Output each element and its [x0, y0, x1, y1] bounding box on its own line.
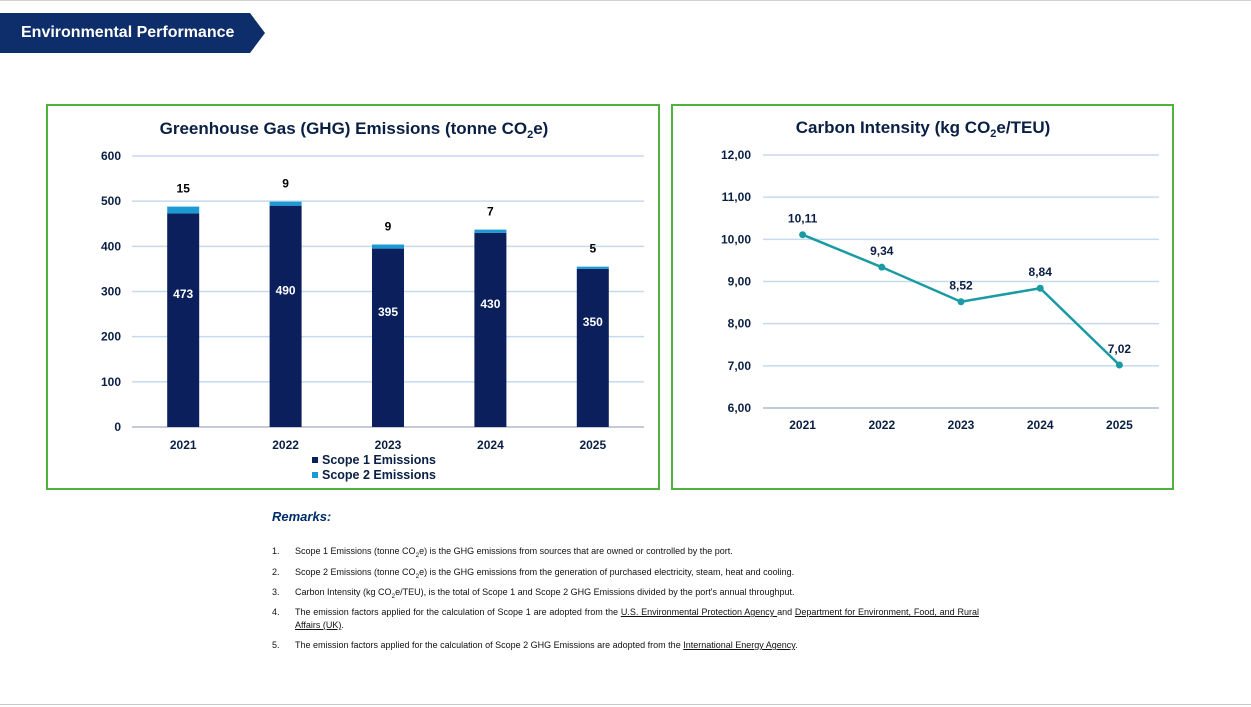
remark-number: 1. [272, 546, 280, 556]
y-tick-label: 200 [101, 330, 121, 344]
scope1-bar [167, 213, 200, 427]
x-tick-label: 2022 [272, 438, 299, 452]
y-tick-label: 8,00 [728, 317, 752, 331]
x-tick-label: 2022 [868, 418, 895, 432]
chart-title: Carbon Intensity (kg CO2e/TEU) [796, 118, 1051, 140]
scope1-bar [372, 248, 404, 427]
remarks-section: Remarks: 1. Scope 1 Emissions (tonne CO2… [272, 509, 992, 650]
intensity-point [799, 231, 807, 239]
x-tick-label: 2024 [477, 438, 504, 452]
scope1-value-label: 350 [583, 315, 603, 329]
scope2-value-label: 9 [385, 220, 392, 234]
intensity-value-label: 10,11 [788, 212, 818, 226]
remark-number: 4. [272, 607, 280, 617]
intensity-value-label: 8,52 [949, 279, 973, 293]
remarks-title: Remarks: [272, 509, 332, 524]
intensity-point [1115, 361, 1123, 369]
intensity-point [1036, 284, 1044, 292]
scope1-value-label: 490 [276, 283, 296, 297]
intensity-point [957, 298, 965, 306]
legend-label-scope2: Scope 2 Emissions [322, 468, 436, 482]
banner-arrow-shape [0, 13, 265, 53]
y-tick-label: 9,00 [728, 275, 752, 289]
bottom-divider [0, 704, 1251, 705]
section-banner: Environmental Performance [0, 13, 265, 53]
y-tick-label: 600 [101, 149, 121, 163]
remark-number: 5. [272, 640, 280, 650]
y-tick-label: 0 [114, 420, 121, 434]
y-tick-label: 400 [101, 239, 121, 253]
chart-title: Greenhouse Gas (GHG) Emissions (tonne CO… [160, 119, 549, 141]
scope2-bar [474, 229, 507, 233]
defra-link[interactable]: Department for Environment, Food, and Ru… [295, 607, 979, 630]
intensity-value-label: 8,84 [1029, 265, 1053, 279]
y-tick-label: 6,00 [728, 401, 752, 415]
remark-number: 2. [272, 567, 280, 577]
intensity-value-label: 7,02 [1108, 342, 1132, 356]
remark-text: Scope 1 Emissions (tonne CO2e) is the GH… [295, 546, 733, 559]
y-tick-label: 12,00 [721, 148, 751, 162]
remark-text: Carbon Intensity (kg CO2e/TEU), is the t… [295, 587, 795, 600]
carbon-intensity-chart: Carbon Intensity (kg CO2e/TEU) 6,00 7,00 8,… [721, 118, 1159, 432]
carbon-intensity-chart-panel: Carbon Intensity (kg CO2e/TEU) 6,00 7,00 8,… [671, 104, 1174, 490]
scope2-bar [576, 266, 609, 269]
remark-text: The emission factors applied for the cal… [295, 640, 798, 650]
scope1-value-label: 395 [378, 305, 398, 319]
legend-swatch-scope2 [312, 472, 318, 478]
scope2-value-label: 9 [282, 177, 289, 191]
intensity-value-label: 9,34 [870, 244, 894, 258]
scope2-bar [372, 244, 404, 249]
x-tick-label: 2025 [1106, 418, 1133, 432]
y-tick-label: 7,00 [728, 359, 752, 373]
scope1-bar [474, 232, 507, 427]
remark-number: 3. [272, 587, 280, 597]
x-tick-label: 2025 [579, 438, 606, 452]
legend-swatch-scope1 [312, 457, 318, 463]
y-tick-label: 100 [101, 375, 121, 389]
ghg-emissions-chart-panel: Greenhouse Gas (GHG) Emissions (tonne CO… [46, 104, 660, 490]
ghg-emissions-chart: Greenhouse Gas (GHG) Emissions (tonne CO… [101, 119, 644, 482]
section-title: Environmental Performance [21, 24, 235, 41]
scope2-bar [269, 201, 302, 206]
y-tick-label: 11,00 [722, 190, 752, 204]
y-tick-label: 500 [101, 194, 121, 208]
x-tick-label: 2023 [948, 418, 975, 432]
scope2-value-label: 5 [589, 242, 596, 256]
x-tick-label: 2021 [789, 418, 816, 432]
remark-text: The emission factors applied for the cal… [295, 607, 979, 630]
y-tick-label: 300 [101, 285, 121, 299]
epa-link[interactable]: U.S. Environmental Protection Agency [620, 607, 778, 617]
scope2-value-label: 15 [177, 182, 191, 196]
intensity-point [878, 263, 886, 271]
x-tick-label: 2021 [170, 438, 197, 452]
scope1-bar [269, 205, 302, 427]
scope1-bar [576, 268, 609, 427]
top-divider [0, 0, 1251, 1]
legend-label-scope1: Scope 1 Emissions [322, 453, 436, 467]
scope1-value-label: 430 [480, 297, 500, 311]
x-tick-label: 2024 [1027, 418, 1054, 432]
y-tick-label: 10,00 [721, 232, 751, 246]
remark-text: Scope 2 Emissions (tonne CO2e) is the GH… [295, 567, 795, 580]
scope2-bar [167, 206, 200, 214]
x-tick-label: 2023 [375, 438, 402, 452]
scope1-value-label: 473 [173, 287, 193, 301]
scope2-value-label: 7 [487, 205, 494, 219]
iea-link[interactable]: International Energy Agency [683, 640, 796, 650]
